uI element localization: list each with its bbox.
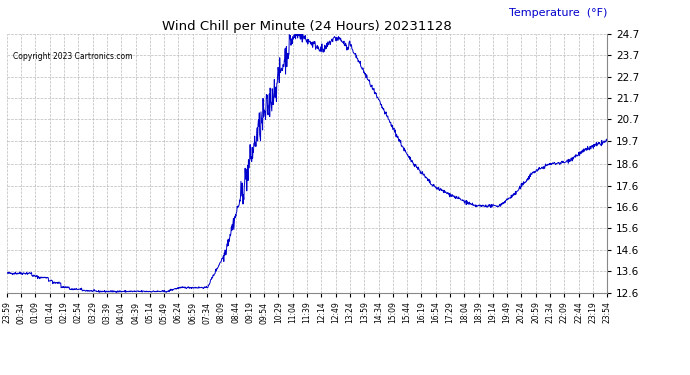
Title: Wind Chill per Minute (24 Hours) 20231128: Wind Chill per Minute (24 Hours) 2023112… <box>162 20 452 33</box>
Text: Copyright 2023 Cartronics.com: Copyright 2023 Cartronics.com <box>13 52 132 61</box>
Text: Temperature  (°F): Temperature (°F) <box>509 8 607 18</box>
